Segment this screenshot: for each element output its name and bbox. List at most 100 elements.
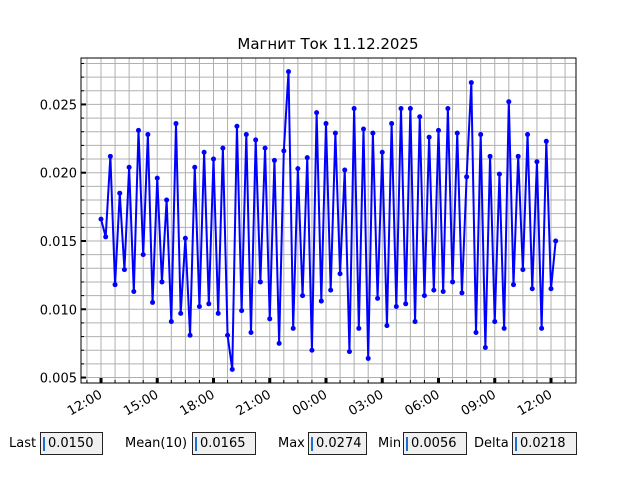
data-point bbox=[150, 299, 156, 305]
data-point bbox=[403, 301, 409, 307]
data-point bbox=[304, 155, 310, 161]
data-point bbox=[229, 366, 235, 372]
data-point bbox=[173, 121, 179, 127]
data-point bbox=[117, 190, 123, 196]
data-point bbox=[361, 126, 366, 132]
data-point bbox=[98, 216, 104, 222]
plot-frame bbox=[80, 57, 577, 384]
data-point bbox=[318, 298, 324, 304]
text-cursor bbox=[311, 437, 313, 451]
data-point bbox=[543, 138, 549, 144]
data-point bbox=[468, 80, 474, 86]
data-point bbox=[351, 106, 357, 112]
data-point bbox=[112, 282, 118, 288]
data-point bbox=[225, 332, 231, 338]
data-point bbox=[459, 290, 465, 296]
data-point bbox=[248, 329, 254, 335]
data-point bbox=[267, 316, 273, 322]
data-point bbox=[126, 164, 132, 170]
stat-field-mean[interactable]: 0.0165 bbox=[192, 432, 256, 455]
stat-label-max: Max bbox=[278, 436, 305, 451]
data-point bbox=[478, 131, 484, 137]
data-point bbox=[393, 304, 399, 310]
data-point bbox=[379, 149, 385, 155]
data-point bbox=[450, 279, 456, 285]
stat-value-delta: 0.0218 bbox=[520, 436, 566, 451]
data-point bbox=[257, 279, 263, 285]
stat-label-last: Last bbox=[9, 436, 37, 451]
data-point bbox=[539, 325, 545, 331]
data-point bbox=[262, 145, 268, 151]
text-cursor bbox=[406, 437, 408, 451]
data-point bbox=[332, 130, 338, 136]
stat-value-mean: 0.0165 bbox=[200, 436, 246, 451]
data-point bbox=[553, 238, 559, 244]
data-point bbox=[548, 286, 554, 292]
data-point bbox=[253, 137, 259, 143]
data-point bbox=[281, 148, 287, 154]
y-tick-label: 0.020 bbox=[40, 167, 77, 182]
stat-field-last[interactable]: 0.0150 bbox=[40, 432, 103, 455]
stat-label-mean: Mean(10) bbox=[125, 436, 188, 451]
data-point bbox=[534, 159, 540, 165]
data-point bbox=[192, 164, 198, 170]
x-tick-label: 09:00 bbox=[459, 387, 499, 419]
data-point bbox=[417, 114, 423, 120]
x-tick-label: 12:00 bbox=[65, 387, 105, 419]
data-point bbox=[159, 279, 165, 285]
data-point bbox=[440, 289, 446, 295]
x-tick-label: 21:00 bbox=[234, 387, 274, 419]
data-point bbox=[295, 166, 301, 172]
data-point bbox=[164, 197, 170, 203]
data-point bbox=[182, 235, 188, 241]
data-point bbox=[136, 127, 141, 133]
data-point bbox=[276, 340, 282, 346]
data-point bbox=[473, 329, 479, 335]
data-series bbox=[98, 69, 559, 372]
data-point bbox=[107, 153, 113, 159]
data-point bbox=[342, 167, 348, 173]
data-point bbox=[501, 325, 507, 331]
data-point bbox=[234, 123, 240, 129]
data-point bbox=[215, 310, 221, 316]
stat-field-max[interactable]: 0.0274 bbox=[308, 432, 367, 455]
data-point bbox=[243, 131, 249, 137]
data-point bbox=[131, 289, 137, 295]
data-point bbox=[309, 347, 315, 353]
data-point bbox=[511, 282, 516, 288]
x-tick-label: 15:00 bbox=[121, 387, 161, 419]
data-point bbox=[482, 344, 488, 350]
data-point bbox=[389, 121, 395, 127]
data-point bbox=[384, 323, 390, 329]
data-point bbox=[346, 349, 352, 355]
data-point bbox=[286, 69, 291, 75]
data-point bbox=[121, 267, 127, 273]
data-point bbox=[515, 153, 521, 159]
text-cursor bbox=[515, 437, 517, 451]
data-point bbox=[300, 293, 306, 299]
data-point bbox=[525, 131, 531, 137]
chart-title: Магнит Ток 11.12.2025 bbox=[237, 35, 418, 53]
stat-value-last: 0.0150 bbox=[48, 436, 94, 451]
data-point bbox=[154, 175, 160, 181]
data-point bbox=[506, 99, 512, 105]
data-point bbox=[464, 174, 470, 180]
data-point bbox=[370, 130, 376, 136]
y-tick-label: 0.025 bbox=[40, 98, 77, 113]
data-point bbox=[328, 287, 334, 293]
data-point bbox=[529, 286, 535, 292]
data-point bbox=[290, 325, 296, 331]
stat-field-min[interactable]: 0.0056 bbox=[403, 432, 467, 455]
chart: Магнит Ток 11.12.2025 0.005 0.010 0.015 0.0… bbox=[40, 35, 577, 419]
data-point bbox=[487, 153, 493, 159]
x-tick-label: 06:00 bbox=[403, 387, 443, 419]
data-point bbox=[103, 234, 109, 240]
stat-value-max: 0.0274 bbox=[316, 436, 362, 451]
data-point bbox=[431, 287, 437, 293]
stat-value-min: 0.0056 bbox=[411, 436, 457, 451]
series-line bbox=[100, 70, 557, 371]
y-tick-label: 0.010 bbox=[40, 303, 77, 318]
data-point bbox=[492, 319, 498, 325]
stat-field-delta[interactable]: 0.0218 bbox=[512, 432, 577, 455]
data-point bbox=[323, 121, 329, 127]
